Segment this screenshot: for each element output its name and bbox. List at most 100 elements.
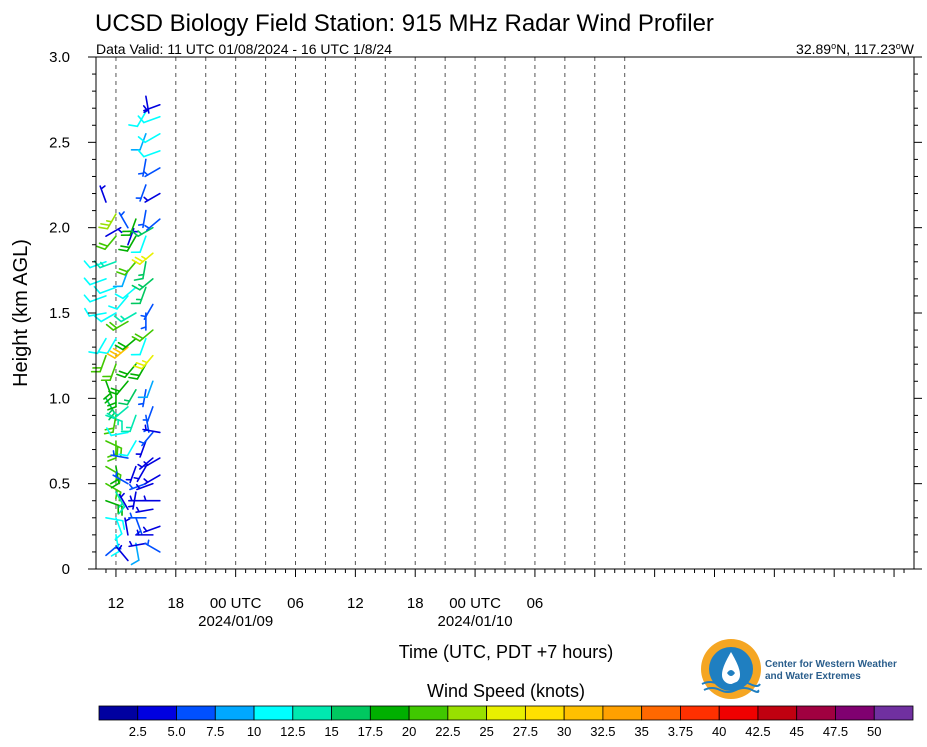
barb-shaft	[112, 320, 129, 331]
wind-barb	[133, 465, 147, 483]
barb-feather	[130, 229, 139, 237]
barb-half-feather	[108, 408, 114, 414]
wind-barb	[106, 346, 129, 359]
barb-shaft	[139, 133, 147, 151]
wind-barb	[131, 252, 154, 265]
barb-feather	[105, 323, 114, 331]
chart-title: UCSD Biology Field Station: 915 MHz Rada…	[95, 10, 714, 37]
colorbar-swatch	[680, 705, 720, 721]
barb-half-feather	[113, 411, 119, 417]
barb-half-feather	[114, 471, 118, 478]
colorbar-swatch	[641, 705, 681, 721]
wind-barb	[133, 260, 147, 281]
barb-shaft	[120, 312, 137, 323]
wind-barb	[130, 235, 147, 254]
wind-barb	[118, 211, 129, 229]
wind-barb	[130, 337, 147, 356]
wind-barb	[106, 406, 129, 419]
colorbar-swatch	[408, 705, 449, 721]
barb-half-feather	[143, 495, 147, 502]
barb-shaft	[143, 150, 161, 158]
wind-barb	[143, 457, 161, 468]
colorbar-swatch	[214, 705, 255, 721]
wind-barb	[137, 115, 161, 124]
wind-barb	[135, 516, 143, 535]
barb-half-feather	[106, 220, 113, 223]
x-tick-label: 12	[108, 595, 125, 612]
wind-barb	[143, 192, 161, 203]
y-axis: 0 0.5 1.0 1.5 2.0 2.5 3.0	[49, 49, 922, 578]
barb-shaft	[105, 482, 122, 493]
barb-shaft	[89, 278, 107, 286]
barb-feather	[116, 445, 119, 456]
y-tick-label: 2.5	[49, 134, 70, 151]
wind-barb	[124, 517, 131, 536]
wind-barb	[138, 431, 154, 447]
wind-barb	[142, 525, 161, 533]
wind-barb	[143, 167, 161, 178]
colorbar-tick-label: 3.75	[668, 724, 693, 739]
wind-barb	[106, 427, 129, 437]
barb-shaft	[105, 516, 124, 522]
barb-half-feather	[120, 492, 125, 498]
colorbar-swatch	[292, 705, 332, 721]
barb-shaft	[96, 337, 107, 355]
wind-barb	[137, 388, 147, 408]
barb-feather	[118, 248, 129, 252]
barb-half-feather	[100, 185, 106, 190]
wind-barb	[128, 540, 147, 548]
barb-feather	[110, 478, 120, 485]
wind-barb	[88, 337, 107, 355]
barb-feather	[112, 347, 122, 354]
barb-shaft	[115, 465, 120, 485]
wind-barb	[93, 285, 117, 295]
barb-feather	[110, 550, 120, 557]
barb-half-feather	[144, 224, 150, 229]
y-tick-label: 0.5	[49, 476, 70, 493]
barb-feather	[118, 453, 129, 457]
colorbar-tick-label: 20	[402, 724, 416, 739]
barb-feather	[104, 396, 113, 404]
barb-shaft	[126, 440, 137, 457]
wind-barb	[137, 380, 154, 399]
colorbar-tick-label: 25	[479, 724, 493, 739]
barb-shaft	[122, 286, 137, 300]
barb-feather	[135, 361, 146, 367]
wind-barb	[96, 235, 117, 251]
colorbar-label: Wind Speed (knots)	[427, 681, 585, 701]
barb-feather	[134, 333, 144, 340]
wind-barb	[128, 110, 147, 128]
logo-waves-icon	[701, 681, 761, 693]
barb-feather	[106, 353, 116, 359]
barb-half-feather	[142, 105, 148, 111]
barb-half-feather	[120, 315, 126, 321]
wind-barb	[103, 380, 113, 404]
wind-barb	[90, 354, 107, 373]
wind-barb	[142, 103, 161, 112]
barb-half-feather	[143, 170, 149, 176]
barb-shaft	[105, 440, 123, 449]
colorbar-tick-label: 50	[867, 724, 881, 739]
barb-half-feather	[140, 326, 147, 330]
barb-shaft	[139, 278, 154, 291]
barb-feather	[98, 242, 109, 247]
barb-feather	[104, 427, 115, 431]
wind-barb	[105, 320, 129, 331]
colorbar-tick-label: 40	[712, 724, 726, 739]
wind-barb	[105, 414, 123, 431]
barb-feather	[131, 335, 141, 342]
wind-barb	[114, 286, 137, 300]
wind-barb	[99, 185, 107, 203]
x-tick-date-label: 2024/01/10	[438, 613, 513, 630]
colorbar-tick-label: 45	[789, 724, 803, 739]
wind-barb	[98, 337, 117, 355]
barb-half-feather	[120, 211, 125, 217]
wind-barb	[116, 260, 137, 276]
wind-barb	[114, 337, 137, 351]
barb-feather	[116, 373, 126, 379]
barb-shaft	[124, 260, 137, 276]
barb-feather	[108, 390, 118, 396]
barb-feather	[137, 149, 145, 158]
